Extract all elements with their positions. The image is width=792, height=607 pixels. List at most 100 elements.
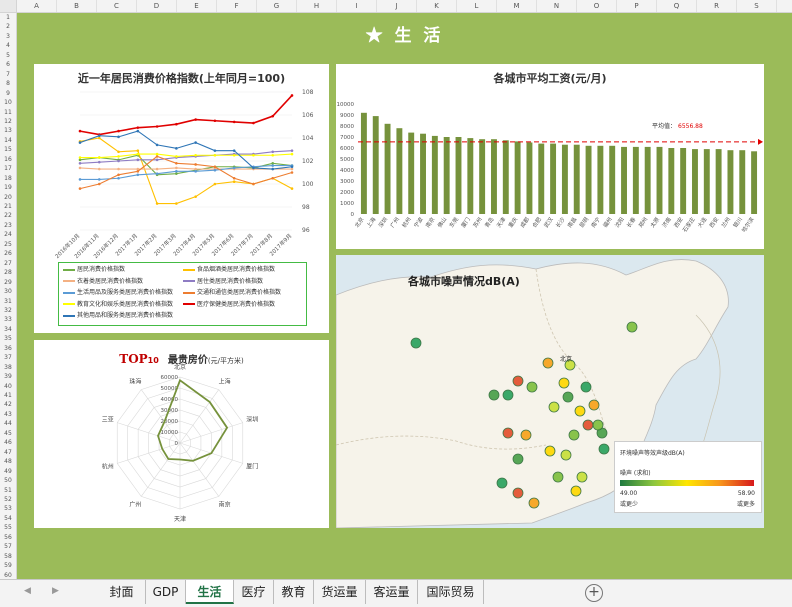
wage-x-tick-label: 北京	[353, 215, 366, 229]
row-header-56[interactable]: 56	[4, 533, 12, 541]
row-header-25[interactable]: 25	[4, 240, 12, 248]
row-header-36[interactable]: 36	[4, 344, 12, 352]
row-header-19[interactable]: 19	[4, 184, 12, 192]
prev-sheet-arrow-icon[interactable]: ◀	[24, 586, 31, 596]
column-header-A[interactable]: A	[17, 0, 57, 12]
row-header-12[interactable]: 12	[4, 117, 12, 125]
select-all-corner[interactable]	[0, 0, 17, 12]
column-header-I[interactable]: I	[337, 0, 377, 12]
row-header-44[interactable]: 44	[4, 420, 12, 428]
row-header-58[interactable]: 58	[4, 552, 12, 560]
row-header-11[interactable]: 11	[4, 108, 12, 116]
row-header-22[interactable]: 22	[4, 212, 12, 220]
row-header-46[interactable]: 46	[4, 439, 12, 447]
cpi-chart-panel[interactable]: 近一年居民消费价格指数(上年同月=100) 96 98 100 102 104 106 10…	[34, 64, 329, 333]
row-header-51[interactable]: 51	[4, 486, 12, 494]
row-header-37[interactable]: 37	[4, 354, 12, 362]
row-header-49[interactable]: 49	[4, 467, 12, 475]
row-header-50[interactable]: 50	[4, 477, 12, 485]
sheet-tab-7[interactable]: 国际贸易	[418, 580, 484, 604]
column-header-S[interactable]: S	[737, 0, 777, 12]
row-header-32[interactable]: 32	[4, 306, 12, 314]
row-header-33[interactable]: 33	[4, 316, 12, 324]
column-header-H[interactable]: H	[297, 0, 337, 12]
sheet-tab-2[interactable]: 生活	[186, 580, 234, 604]
row-header-13[interactable]: 13	[4, 127, 12, 135]
row-header-24[interactable]: 24	[4, 231, 12, 239]
house-price-panel[interactable]: TOP10 最贵房价(元/平方米) 北京 上海 深圳 厦门 南京 天津 广州 杭州 三亚 珠海 0 1…	[34, 340, 329, 528]
radar-axis-label: 厦门	[246, 462, 258, 470]
row-header-35[interactable]: 35	[4, 335, 12, 343]
row-header-38[interactable]: 38	[4, 363, 12, 371]
column-header-F[interactable]: F	[217, 0, 257, 12]
row-header-5[interactable]: 5	[6, 51, 10, 59]
column-header-P[interactable]: P	[617, 0, 657, 12]
row-header-16[interactable]: 16	[4, 155, 12, 163]
column-header-D[interactable]: D	[137, 0, 177, 12]
column-header-L[interactable]: L	[457, 0, 497, 12]
row-header-34[interactable]: 34	[4, 325, 12, 333]
row-header-21[interactable]: 21	[4, 203, 12, 210]
column-header-R[interactable]: R	[697, 0, 737, 12]
cpi-series-point-7	[117, 129, 120, 133]
row-header-40[interactable]: 40	[4, 382, 12, 390]
row-header-41[interactable]: 41	[4, 392, 12, 399]
row-header-26[interactable]: 26	[4, 250, 12, 258]
row-header-55[interactable]: 55	[4, 524, 12, 532]
row-header-59[interactable]: 59	[4, 562, 12, 570]
column-header-E[interactable]: E	[177, 0, 217, 12]
sheet-tab-4[interactable]: 教育	[274, 580, 314, 604]
row-header-57[interactable]: 57	[4, 543, 12, 551]
column-header-M[interactable]: M	[497, 0, 537, 12]
row-header-4[interactable]: 4	[6, 42, 10, 50]
column-header-O[interactable]: O	[577, 0, 617, 12]
row-header-17[interactable]: 17	[4, 165, 12, 173]
radar-spoke	[179, 442, 220, 497]
row-header-8[interactable]: 8	[6, 80, 10, 88]
sheet-tab-1[interactable]: GDP	[146, 580, 186, 604]
next-sheet-arrow-icon[interactable]: ▶	[52, 586, 59, 596]
column-header-Q[interactable]: Q	[657, 0, 697, 12]
row-header-15[interactable]: 15	[4, 146, 12, 154]
row-header-6[interactable]: 6	[6, 61, 10, 69]
row-header-47[interactable]: 47	[4, 448, 12, 456]
row-header-60[interactable]: 60	[4, 571, 12, 579]
row-header-3[interactable]: 3	[6, 32, 10, 40]
row-header-20[interactable]: 20	[4, 193, 12, 201]
sheet-tab-6[interactable]: 客运量	[366, 580, 418, 604]
column-header-B[interactable]: B	[57, 0, 97, 12]
row-header-18[interactable]: 18	[4, 174, 12, 182]
cpi-series-point-7	[252, 121, 255, 125]
column-header-N[interactable]: N	[537, 0, 577, 12]
row-header-53[interactable]: 53	[4, 505, 12, 513]
row-header-54[interactable]: 54	[4, 514, 12, 522]
noise-map-panel[interactable]: 北京 各城市噪声情况dB(A) 环境噪声等效声级dB(A) 噪声 (求和) 49…	[336, 255, 764, 528]
column-header-G[interactable]: G	[257, 0, 297, 12]
row-header-27[interactable]: 27	[4, 259, 12, 267]
row-header-10[interactable]: 10	[4, 99, 12, 107]
add-sheet-icon[interactable]: +	[585, 584, 603, 602]
row-header-31[interactable]: 31	[4, 297, 12, 305]
row-header-42[interactable]: 42	[4, 401, 12, 409]
column-header-C[interactable]: C	[97, 0, 137, 12]
sheet-tab-0[interactable]: 封面	[98, 580, 146, 604]
row-header-28[interactable]: 28	[4, 269, 12, 277]
row-header-43[interactable]: 43	[4, 410, 12, 418]
row-header-23[interactable]: 23	[4, 221, 12, 229]
column-header-K[interactable]: K	[417, 0, 457, 12]
sheet-tab-5[interactable]: 货运量	[314, 580, 366, 604]
row-header-45[interactable]: 45	[4, 429, 12, 437]
row-header-2[interactable]: 2	[6, 23, 10, 31]
row-header-48[interactable]: 48	[4, 458, 12, 466]
row-header-52[interactable]: 52	[4, 495, 12, 503]
sheet-tab-3[interactable]: 医疗	[234, 580, 274, 604]
column-header-J[interactable]: J	[377, 0, 417, 12]
row-header-29[interactable]: 29	[4, 278, 12, 286]
row-header-30[interactable]: 30	[4, 288, 12, 296]
wage-chart-panel[interactable]: 各城市平均工资(元/月) 0 1000 2000 3000 4000 5000 6000 70…	[336, 64, 764, 249]
row-header-7[interactable]: 7	[6, 70, 10, 78]
row-header-39[interactable]: 39	[4, 373, 12, 381]
row-header-9[interactable]: 9	[6, 89, 10, 97]
row-header-1[interactable]: 1	[6, 14, 10, 21]
row-header-14[interactable]: 14	[4, 136, 12, 144]
